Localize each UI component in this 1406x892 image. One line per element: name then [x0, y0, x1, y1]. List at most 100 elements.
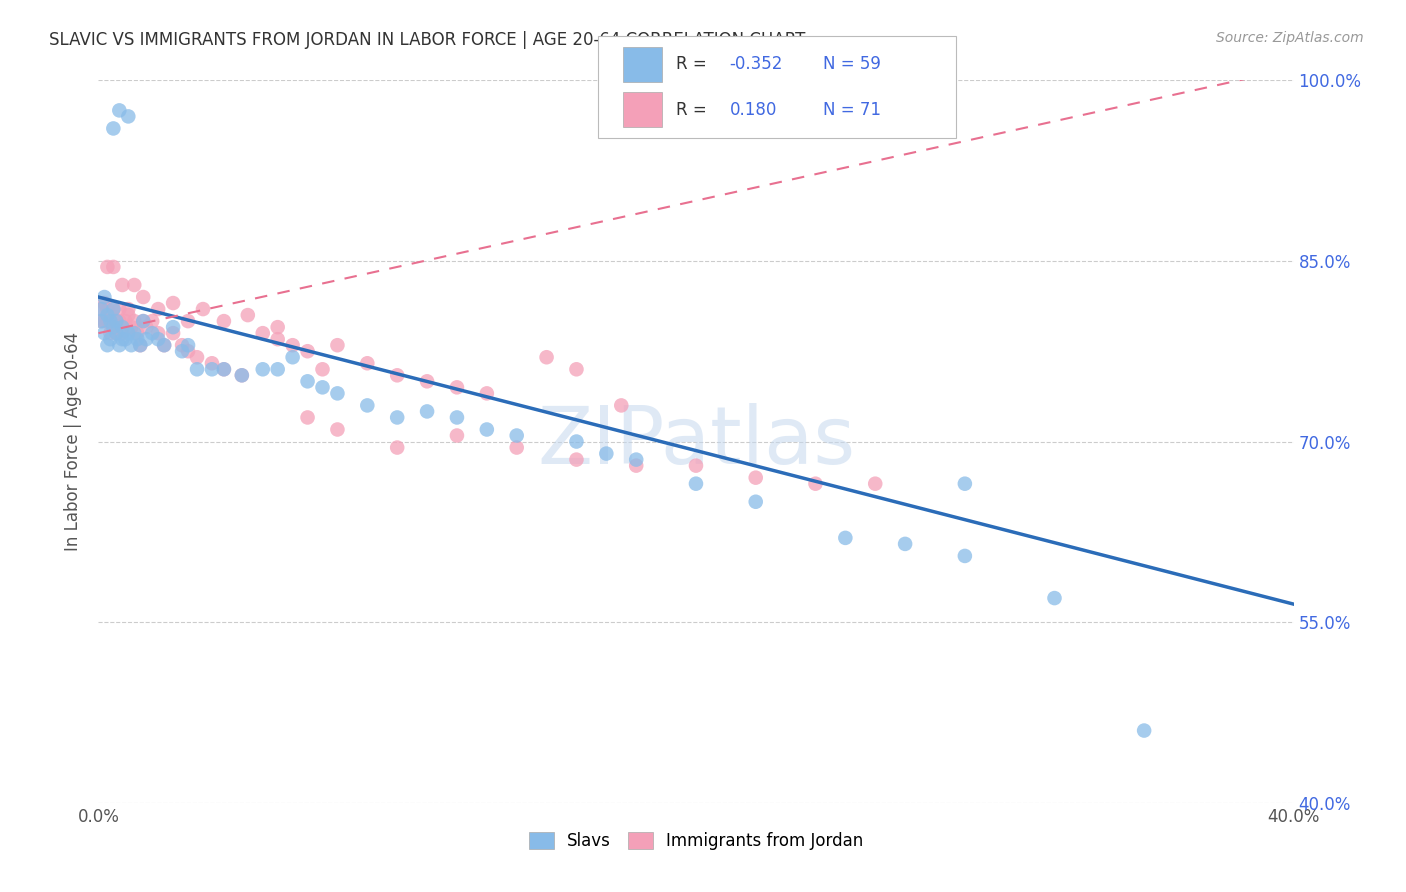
Point: [297, 374, 319, 388]
Point: [148, 332, 170, 346]
Point: [120, 320, 142, 334]
Point: [148, 326, 170, 340]
Text: Source: ZipAtlas.com: Source: ZipAtlas.com: [1216, 31, 1364, 45]
Point: [90, 301, 112, 316]
Text: 0.180: 0.180: [730, 101, 778, 119]
Point: [114, 332, 136, 346]
Point: [129, 338, 152, 352]
Point: [506, 428, 529, 442]
Point: [98, 314, 122, 328]
Point: [626, 458, 648, 473]
Point: [252, 326, 274, 340]
Point: [111, 320, 134, 334]
Point: [124, 326, 146, 340]
Point: [894, 537, 917, 551]
Point: [93, 326, 115, 340]
Point: [252, 362, 274, 376]
Point: [114, 314, 136, 328]
Point: [103, 320, 125, 334]
Point: [446, 428, 468, 442]
Point: [98, 326, 122, 340]
Text: R =: R =: [676, 55, 713, 73]
Point: [267, 320, 290, 334]
Point: [124, 314, 146, 328]
Point: [231, 368, 253, 383]
Point: [186, 350, 208, 364]
Point: [281, 350, 304, 364]
Point: [96, 314, 118, 328]
Point: [117, 308, 139, 322]
Point: [685, 458, 707, 473]
Point: [135, 320, 157, 334]
Point: [745, 470, 768, 484]
Point: [90, 314, 112, 328]
Point: [953, 549, 976, 563]
Point: [117, 326, 139, 340]
Point: [834, 531, 856, 545]
Point: [141, 326, 163, 340]
Point: [127, 332, 149, 346]
Point: [111, 277, 134, 292]
Point: [162, 326, 184, 340]
Point: [326, 422, 349, 436]
Point: [90, 301, 112, 316]
Point: [127, 326, 149, 340]
Point: [281, 338, 304, 352]
Point: [267, 332, 290, 346]
Point: [120, 338, 142, 352]
Point: [105, 326, 128, 340]
Point: [745, 494, 768, 508]
Point: [172, 344, 194, 359]
Point: [231, 368, 253, 383]
Point: [297, 344, 319, 359]
Point: [103, 260, 125, 274]
Point: [475, 422, 498, 436]
Point: [536, 350, 558, 364]
Point: [201, 362, 224, 376]
Point: [475, 386, 498, 401]
Point: [356, 356, 378, 370]
Text: ZIPatlas: ZIPatlas: [537, 402, 855, 481]
Point: [153, 338, 176, 352]
Point: [212, 362, 235, 376]
Point: [98, 332, 122, 346]
Point: [90, 314, 112, 328]
Point: [385, 441, 409, 455]
Point: [446, 410, 468, 425]
Point: [865, 476, 887, 491]
Point: [111, 326, 134, 340]
Point: [177, 338, 200, 352]
Point: [148, 301, 170, 316]
Point: [162, 296, 184, 310]
Point: [506, 441, 529, 455]
Point: [96, 301, 118, 316]
Point: [416, 374, 439, 388]
Point: [565, 362, 588, 376]
Point: [93, 314, 115, 328]
Point: [326, 386, 349, 401]
Point: [132, 314, 155, 328]
Point: [177, 314, 200, 328]
Point: [132, 314, 155, 328]
Point: [626, 452, 648, 467]
Point: [416, 404, 439, 418]
Point: [105, 314, 128, 328]
Point: [108, 338, 131, 352]
Y-axis label: In Labor Force | Age 20-64: In Labor Force | Age 20-64: [65, 332, 83, 551]
Point: [117, 109, 139, 123]
Point: [311, 362, 333, 376]
Point: [595, 446, 617, 460]
Point: [385, 368, 409, 383]
Text: -0.352: -0.352: [730, 55, 783, 73]
Point: [129, 338, 152, 352]
Point: [177, 344, 200, 359]
Point: [311, 380, 333, 394]
Point: [1133, 723, 1156, 738]
Point: [191, 301, 214, 316]
Legend: Slavs, Immigrants from Jordan: Slavs, Immigrants from Jordan: [522, 825, 870, 857]
Point: [103, 301, 125, 316]
Text: N = 59: N = 59: [823, 55, 880, 73]
Point: [565, 434, 588, 449]
Point: [135, 332, 157, 346]
Point: [111, 332, 134, 346]
